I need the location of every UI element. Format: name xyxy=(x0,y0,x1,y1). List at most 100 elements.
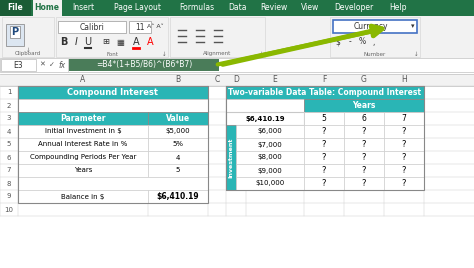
Bar xyxy=(18,86,208,203)
Bar xyxy=(226,86,424,99)
Text: F: F xyxy=(322,76,326,84)
Text: 9: 9 xyxy=(7,193,11,199)
Bar xyxy=(18,99,208,112)
Bar xyxy=(236,151,304,164)
Text: Compound Interest: Compound Interest xyxy=(67,88,158,97)
Bar xyxy=(0,16,474,58)
Text: B: B xyxy=(175,76,181,84)
Text: A: A xyxy=(146,37,153,47)
Text: Developer: Developer xyxy=(334,3,374,13)
Text: Help: Help xyxy=(389,3,406,13)
Bar xyxy=(69,59,219,71)
Text: Balance in $: Balance in $ xyxy=(61,193,105,199)
Text: File: File xyxy=(8,3,23,13)
Bar xyxy=(304,164,344,177)
Text: 7: 7 xyxy=(401,114,406,123)
Text: ↓: ↓ xyxy=(414,51,419,57)
Text: Compounding Periods Per Year: Compounding Periods Per Year xyxy=(30,154,136,161)
Text: $6,000: $6,000 xyxy=(258,128,283,135)
Text: $: $ xyxy=(336,38,340,47)
Text: ✓: ✓ xyxy=(49,62,55,68)
Text: $9,000: $9,000 xyxy=(258,168,283,173)
Bar xyxy=(304,99,424,112)
Text: Calibri: Calibri xyxy=(80,23,104,32)
Text: 5: 5 xyxy=(7,142,11,147)
Text: ↓: ↓ xyxy=(26,47,30,53)
Text: Years: Years xyxy=(352,101,376,110)
Text: 4: 4 xyxy=(176,154,180,161)
Text: H: H xyxy=(401,76,407,84)
Text: ?: ? xyxy=(362,127,366,136)
Text: ?: ? xyxy=(362,179,366,188)
Text: 6: 6 xyxy=(362,114,366,123)
Text: Review: Review xyxy=(260,3,288,13)
Text: $7,000: $7,000 xyxy=(258,142,283,147)
Bar xyxy=(384,177,424,190)
Bar xyxy=(226,112,304,125)
Bar xyxy=(58,21,126,33)
Text: U: U xyxy=(84,37,91,47)
Text: Investment: Investment xyxy=(228,137,234,178)
Bar xyxy=(304,112,344,125)
Text: ?: ? xyxy=(402,127,406,136)
Bar xyxy=(330,17,420,57)
Bar xyxy=(384,125,424,138)
Text: ↓: ↓ xyxy=(162,51,166,57)
Bar xyxy=(0,58,474,72)
Text: G: G xyxy=(361,76,367,84)
Text: ?: ? xyxy=(362,140,366,149)
Text: 6: 6 xyxy=(7,154,11,161)
Text: 11: 11 xyxy=(135,23,145,32)
Text: Page Layout: Page Layout xyxy=(114,3,161,13)
Bar xyxy=(0,0,31,16)
Bar xyxy=(304,138,344,151)
Bar xyxy=(148,125,208,138)
Bar xyxy=(18,190,148,203)
Text: ✕: ✕ xyxy=(39,62,45,68)
Bar xyxy=(148,138,208,151)
Text: ?: ? xyxy=(322,153,326,162)
Bar xyxy=(18,86,208,99)
Text: Currency: Currency xyxy=(354,22,388,31)
Text: ⊞: ⊞ xyxy=(102,38,109,47)
Bar xyxy=(344,164,384,177)
Text: 5%: 5% xyxy=(173,142,183,147)
Bar xyxy=(384,112,424,125)
Bar xyxy=(384,138,424,151)
Bar xyxy=(0,86,474,216)
Text: B: B xyxy=(60,37,68,47)
Text: Formulas: Formulas xyxy=(179,3,214,13)
Text: -: - xyxy=(348,38,351,47)
Bar xyxy=(226,86,424,190)
Bar xyxy=(1,59,36,71)
Text: ▦: ▦ xyxy=(116,38,124,47)
Text: C: C xyxy=(214,76,219,84)
Bar xyxy=(18,112,148,125)
Bar xyxy=(344,177,384,190)
Text: 10: 10 xyxy=(4,207,13,213)
Bar xyxy=(33,0,62,16)
Text: Two-variable Data Table: Compound Interest: Two-variable Data Table: Compound Intere… xyxy=(228,88,421,97)
Text: ?: ? xyxy=(362,166,366,175)
Bar xyxy=(226,99,304,112)
Text: ↓: ↓ xyxy=(259,51,264,57)
Bar xyxy=(18,177,208,190)
Text: 5: 5 xyxy=(321,114,327,123)
Text: ?: ? xyxy=(322,127,326,136)
Text: 4: 4 xyxy=(7,128,11,135)
Text: $6,410.19: $6,410.19 xyxy=(157,192,199,201)
Bar xyxy=(18,125,148,138)
Bar xyxy=(236,164,304,177)
Text: P: P xyxy=(11,27,18,37)
Bar xyxy=(148,112,208,125)
Text: 3: 3 xyxy=(7,116,11,121)
Bar xyxy=(2,17,54,57)
Text: A: A xyxy=(81,76,86,84)
Bar xyxy=(148,151,208,164)
Text: ?: ? xyxy=(402,179,406,188)
Text: =B4*(1+B5/B6)^(B6*B7): =B4*(1+B5/B6)^(B6*B7) xyxy=(96,61,192,69)
Text: Home: Home xyxy=(35,3,60,13)
Bar xyxy=(344,112,384,125)
Text: Initial Investment in $: Initial Investment in $ xyxy=(45,128,121,135)
Text: D: D xyxy=(233,76,239,84)
